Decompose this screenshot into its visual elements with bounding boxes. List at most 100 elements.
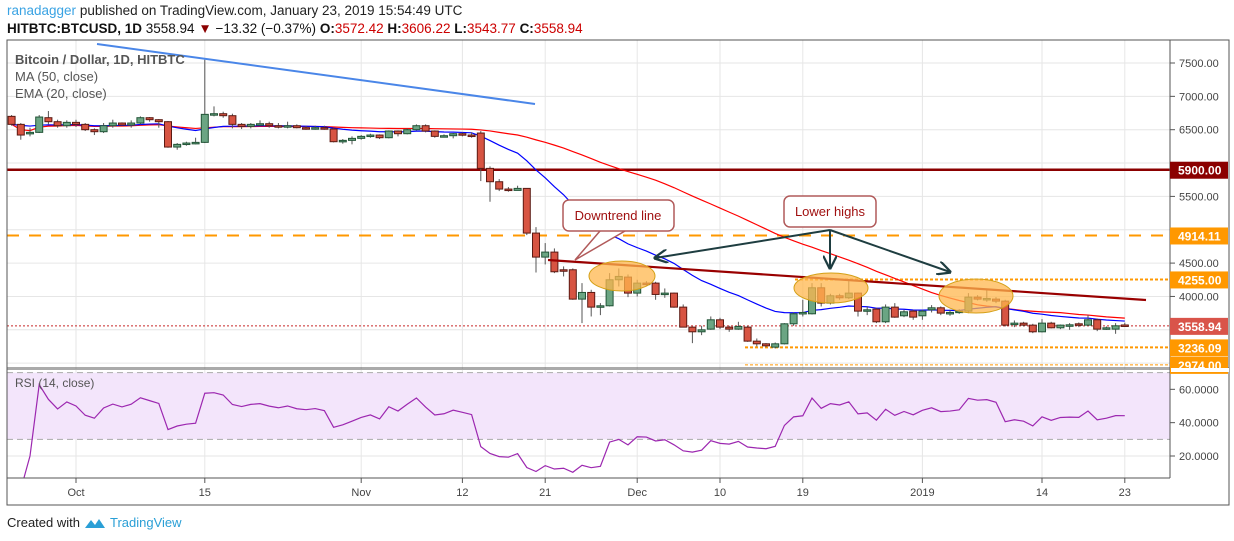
open-label: O: [319, 21, 335, 36]
price-label-bg [1170, 339, 1228, 357]
close-value: 3558.94 [533, 21, 583, 36]
callout-lower-highs[interactable] [783, 195, 877, 228]
rsi-band [7, 372, 1170, 440]
candle [872, 308, 881, 323]
candle [734, 325, 743, 330]
highlight-ellipse-3[interactable] [938, 278, 1014, 314]
rsi-pane [7, 372, 1170, 478]
price-label: 3558.94 [1178, 320, 1222, 334]
candle [458, 133, 467, 136]
blue-trendline[interactable] [96, 43, 536, 105]
x-tick-label: 12 [456, 487, 468, 499]
x-tick-label: 14 [1036, 487, 1048, 499]
y-tick-label: 6500.00 [1179, 125, 1219, 137]
candle [789, 313, 798, 325]
price-label: 3236.09 [1178, 341, 1222, 355]
candle [210, 113, 218, 116]
callout-lower-highs-text: Lower highs [795, 204, 866, 219]
price-label-bg [1170, 271, 1228, 289]
candle [1019, 322, 1028, 326]
y-tick-label: 4500.00 [1179, 258, 1219, 270]
legend-ema: EMA (20, close) [15, 86, 107, 101]
candle [164, 121, 172, 148]
axes: Oct 15 Nov 12 21 Dec 10 19 2019 14 23 7500.00 7000.0… [67, 58, 1218, 499]
candle [311, 127, 320, 130]
x-tick-label: 15 [199, 487, 211, 499]
x-tick-label: 21 [539, 487, 551, 499]
candle [173, 143, 182, 148]
candle [1065, 324, 1074, 327]
candle [476, 132, 485, 169]
candle [99, 125, 108, 133]
candle [578, 291, 586, 300]
symbol: HITBTC:BTCUSD, 1D [7, 21, 142, 36]
candle [780, 323, 789, 345]
candle [154, 119, 163, 123]
candle [596, 305, 605, 308]
low-label: L: [454, 21, 467, 36]
rsi-tick-label: 60.0000 [1179, 384, 1219, 396]
candle [348, 137, 356, 141]
callout-downtrend-text: Downtrend line [575, 208, 662, 223]
low-value: 3543.77 [466, 21, 516, 36]
candle [725, 326, 734, 330]
y-tick-label: 7500.00 [1179, 58, 1219, 70]
candle [274, 125, 283, 128]
highlight-ellipse-1[interactable] [588, 260, 656, 292]
candle [1102, 327, 1111, 330]
candle [375, 134, 384, 139]
triangle-down-icon: ▼ [198, 21, 212, 36]
high-value: 3606.22 [401, 21, 451, 36]
label-mask [1171, 368, 1229, 372]
candle [1120, 324, 1129, 327]
tradingview-link[interactable]: TradingView [109, 515, 182, 530]
candle [762, 343, 770, 347]
price-label-bg [1170, 317, 1228, 335]
candle [384, 130, 393, 139]
callout-downtrend[interactable] [562, 199, 675, 232]
candle [495, 181, 504, 190]
annotations: Downtrend line Lower highs [96, 43, 1147, 314]
candle [430, 130, 439, 137]
x-tick-label: 19 [797, 487, 809, 499]
candle [1074, 323, 1083, 326]
candle [706, 319, 715, 330]
candle [559, 269, 568, 272]
arrow-3[interactable] [829, 229, 950, 272]
legend-title: Bitcoin / Dollar, 1D, HITBTC [15, 52, 185, 67]
price-change: −13.32 (−0.37%) [215, 21, 317, 36]
y-tick-label: 4000.00 [1179, 291, 1219, 303]
candle [771, 343, 780, 348]
candle [302, 127, 310, 130]
candle [81, 123, 90, 131]
candle [467, 134, 476, 138]
candle [752, 340, 761, 345]
candle [1084, 319, 1092, 326]
legend-rsi: RSI (14, close) [15, 376, 94, 390]
candle [568, 269, 577, 300]
candle [366, 134, 375, 138]
candle [35, 116, 44, 133]
candle [743, 326, 752, 342]
rsi-tick-label: 40.0000 [1179, 418, 1219, 430]
candle [265, 123, 274, 127]
candle [421, 125, 430, 132]
x-tick-label: 2019 [910, 487, 934, 499]
legend-ma: MA (50, close) [15, 69, 98, 84]
arrow-1[interactable] [655, 229, 831, 258]
candle [219, 113, 228, 117]
candle [338, 139, 347, 143]
highlight-ellipse-2[interactable] [793, 272, 869, 304]
candle [679, 306, 688, 328]
candle [292, 125, 301, 129]
candle [403, 129, 412, 135]
candle [486, 167, 494, 183]
publish-info: ranadagger published on TradingView.com,… [7, 3, 462, 18]
candle [329, 128, 338, 143]
candle [670, 292, 678, 308]
candle [1010, 322, 1019, 326]
author-link[interactable]: ranadagger [7, 3, 77, 18]
candle [108, 122, 117, 127]
tradingview-logo-icon [84, 518, 105, 528]
